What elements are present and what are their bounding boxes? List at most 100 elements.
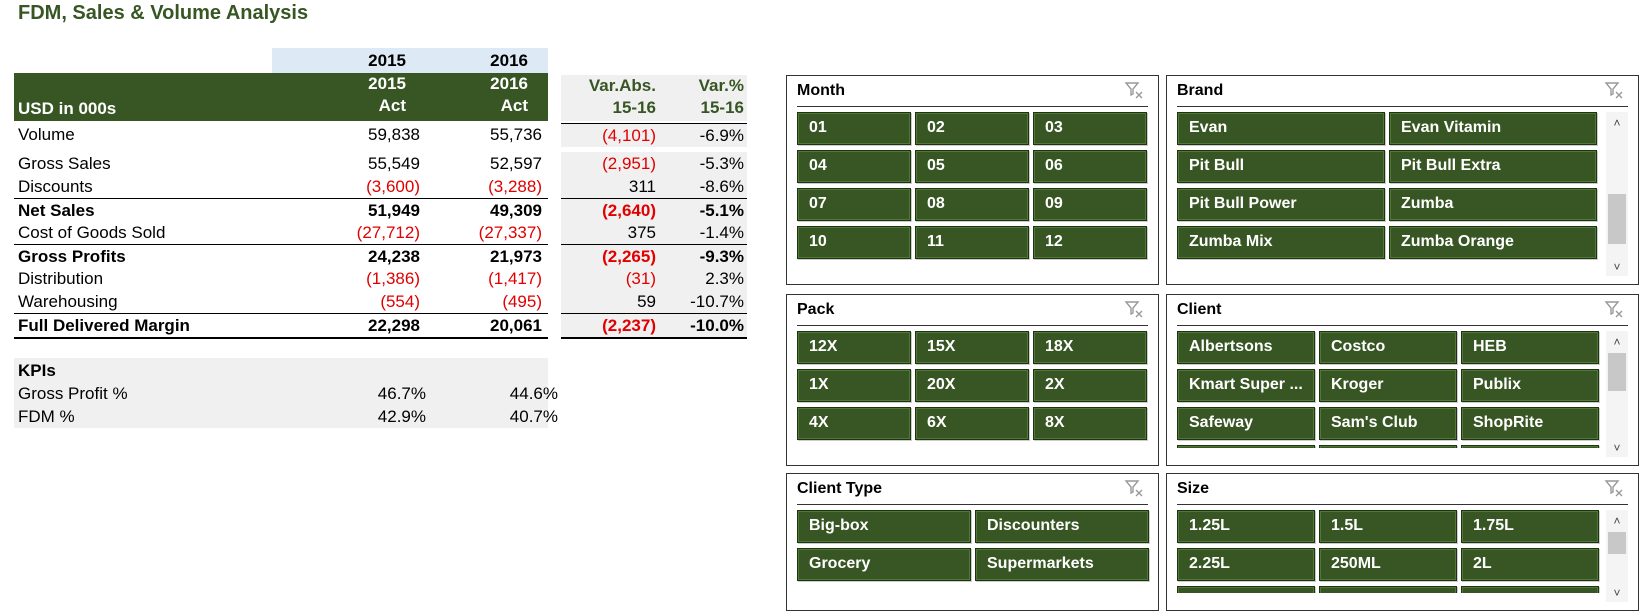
slicer-button[interactable]: 01: [797, 112, 911, 145]
variance-pct: 2.3%: [705, 269, 744, 288]
slicer-button[interactable]: 08: [915, 188, 1029, 221]
slicer-button[interactable]: 04: [797, 150, 911, 183]
slicer-button[interactable]: Pit Bull Extra: [1389, 150, 1597, 183]
clear-filter-icon[interactable]: [1604, 80, 1624, 100]
slicer-button[interactable]: Safeway: [1177, 407, 1315, 440]
slicer-button[interactable]: 09: [1033, 188, 1147, 221]
variance-abs: (2,951): [602, 154, 656, 173]
slicer-button[interactable]: Evan: [1177, 112, 1385, 145]
slicer-button[interactable]: 02: [915, 112, 1029, 145]
slicer-button[interactable]: Publix: [1461, 369, 1599, 402]
slicer-button[interactable]: 05: [915, 150, 1029, 183]
kpi-title: KPIs: [18, 361, 56, 380]
slicer-button[interactable]: [1319, 445, 1457, 448]
slicer-button[interactable]: 12X: [797, 331, 911, 364]
slicer-button[interactable]: [1461, 586, 1599, 593]
slicer-button[interactable]: Pit Bull: [1177, 150, 1385, 183]
slicer-scrollbar[interactable]: ˄ ˅: [1606, 331, 1628, 457]
slicer-button[interactable]: Zumba Mix: [1177, 226, 1385, 259]
col-2015-top: 2015: [368, 74, 406, 93]
value-2016: (495): [502, 292, 542, 311]
scroll-down-icon[interactable]: ˅: [1613, 441, 1621, 455]
slicer-button[interactable]: 1X: [797, 369, 911, 402]
slicer-button[interactable]: [1177, 445, 1315, 448]
slicer-button[interactable]: Zumba: [1389, 188, 1597, 221]
slicer-button[interactable]: Pit Bull Power: [1177, 188, 1385, 221]
scroll-thumb[interactable]: [1608, 194, 1626, 244]
slicer-button[interactable]: 2X: [1033, 369, 1147, 402]
slicer-button[interactable]: HEB: [1461, 331, 1599, 364]
slicer-button[interactable]: 11: [915, 226, 1029, 259]
slicer-button[interactable]: Kroger: [1319, 369, 1457, 402]
slicer-button[interactable]: 03: [1033, 112, 1147, 145]
scroll-thumb[interactable]: [1608, 353, 1626, 391]
table-row: Warehousing (554) (495): [14, 290, 548, 313]
slicer-button[interactable]: 06: [1033, 150, 1147, 183]
value-2015: 51,949: [368, 201, 420, 220]
year-2016: 2016: [490, 51, 528, 70]
month-slicer: Month 01 02 03 04 05 06 07 08 09 10 11 12: [786, 75, 1159, 285]
scroll-down-icon[interactable]: ˅: [1613, 260, 1621, 274]
value-2016: 49,309: [490, 201, 542, 220]
slicer-button[interactable]: Albertsons: [1177, 331, 1315, 364]
slicer-button[interactable]: 8X: [1033, 407, 1147, 440]
pack-slicer: Pack 12X 15X 18X 1X 20X 2X 4X 6X 8X: [786, 294, 1159, 466]
slicer-items: Evan Evan Vitamin Pit Bull Pit Bull Extra Pi…: [1177, 112, 1604, 276]
slicer-button[interactable]: Supermarkets: [975, 548, 1149, 581]
slicer-title: Client Type: [797, 480, 883, 497]
slicer-button[interactable]: Costco: [1319, 331, 1457, 364]
slicer-items: 1.25L 1.5L 1.75L 2.25L 250ML 2L: [1177, 510, 1604, 593]
var-pct-bottom: 15-16: [700, 98, 744, 117]
clear-filter-icon[interactable]: [1124, 80, 1144, 100]
variance-pct: -8.6%: [699, 177, 744, 196]
unit-label: USD in 000s: [18, 99, 117, 118]
slicer-button[interactable]: Sam's Club: [1319, 407, 1457, 440]
clear-filter-icon[interactable]: [1604, 299, 1624, 319]
slicer-button[interactable]: 1.5L: [1319, 510, 1457, 543]
scroll-up-icon[interactable]: ˄: [1613, 116, 1621, 130]
slicer-button[interactable]: 15X: [915, 331, 1029, 364]
slicer-button[interactable]: 10: [797, 226, 911, 259]
slicer-button[interactable]: Discounters: [975, 510, 1149, 543]
slicer-button[interactable]: Zumba Orange: [1389, 226, 1597, 259]
slicer-button[interactable]: [1461, 445, 1599, 448]
slicer-button[interactable]: 12: [1033, 226, 1147, 259]
slicer-button[interactable]: 2L: [1461, 548, 1599, 581]
slicer-button[interactable]: Evan Vitamin: [1389, 112, 1597, 145]
scroll-thumb[interactable]: [1608, 532, 1626, 554]
slicer-button[interactable]: 250ML: [1319, 548, 1457, 581]
slicer-button[interactable]: 2.25L: [1177, 548, 1315, 581]
scroll-up-icon[interactable]: ˄: [1613, 514, 1621, 528]
clear-filter-icon[interactable]: [1604, 478, 1624, 498]
slicer-button[interactable]: 07: [797, 188, 911, 221]
slicer-button[interactable]: 1.25L: [1177, 510, 1315, 543]
value-2015: 22,298: [368, 316, 420, 335]
slicer-scrollbar[interactable]: ˄ ˅: [1606, 510, 1628, 602]
slicer-button[interactable]: [1319, 586, 1457, 593]
row-label: Distribution: [18, 269, 104, 288]
variance-row: (31) 2.3%: [561, 267, 747, 290]
value-2015: 55,549: [368, 154, 420, 173]
slicer-button[interactable]: 1.75L: [1461, 510, 1599, 543]
clear-filter-icon[interactable]: [1124, 299, 1144, 319]
slicer-button[interactable]: ShopRite: [1461, 407, 1599, 440]
slicer-button[interactable]: 6X: [915, 407, 1029, 440]
slicer-button[interactable]: 20X: [915, 369, 1029, 402]
var-abs-bottom: 15-16: [612, 98, 656, 117]
value-2016: (27,337): [478, 223, 542, 242]
scroll-down-icon[interactable]: ˅: [1613, 586, 1621, 600]
slicer-scrollbar[interactable]: ˄ ˅: [1606, 112, 1628, 276]
slicer-button[interactable]: Kmart Super ...: [1177, 369, 1315, 402]
variance-abs: 59: [637, 292, 656, 311]
slicer-header-divider: [797, 504, 1148, 505]
slicer-button[interactable]: 4X: [797, 407, 911, 440]
clear-filter-icon[interactable]: [1124, 478, 1144, 498]
slicer-button[interactable]: Big-box: [797, 510, 971, 543]
slicer-button[interactable]: 18X: [1033, 331, 1147, 364]
value-2015: (554): [380, 292, 420, 311]
variance-header: Var.Abs. 15-16 Var.% 15-16: [561, 75, 747, 121]
variance-row: (4,101) -6.9%: [561, 123, 747, 147]
slicer-button[interactable]: [1177, 586, 1315, 593]
slicer-button[interactable]: Grocery: [797, 548, 971, 581]
scroll-up-icon[interactable]: ˄: [1613, 335, 1621, 349]
